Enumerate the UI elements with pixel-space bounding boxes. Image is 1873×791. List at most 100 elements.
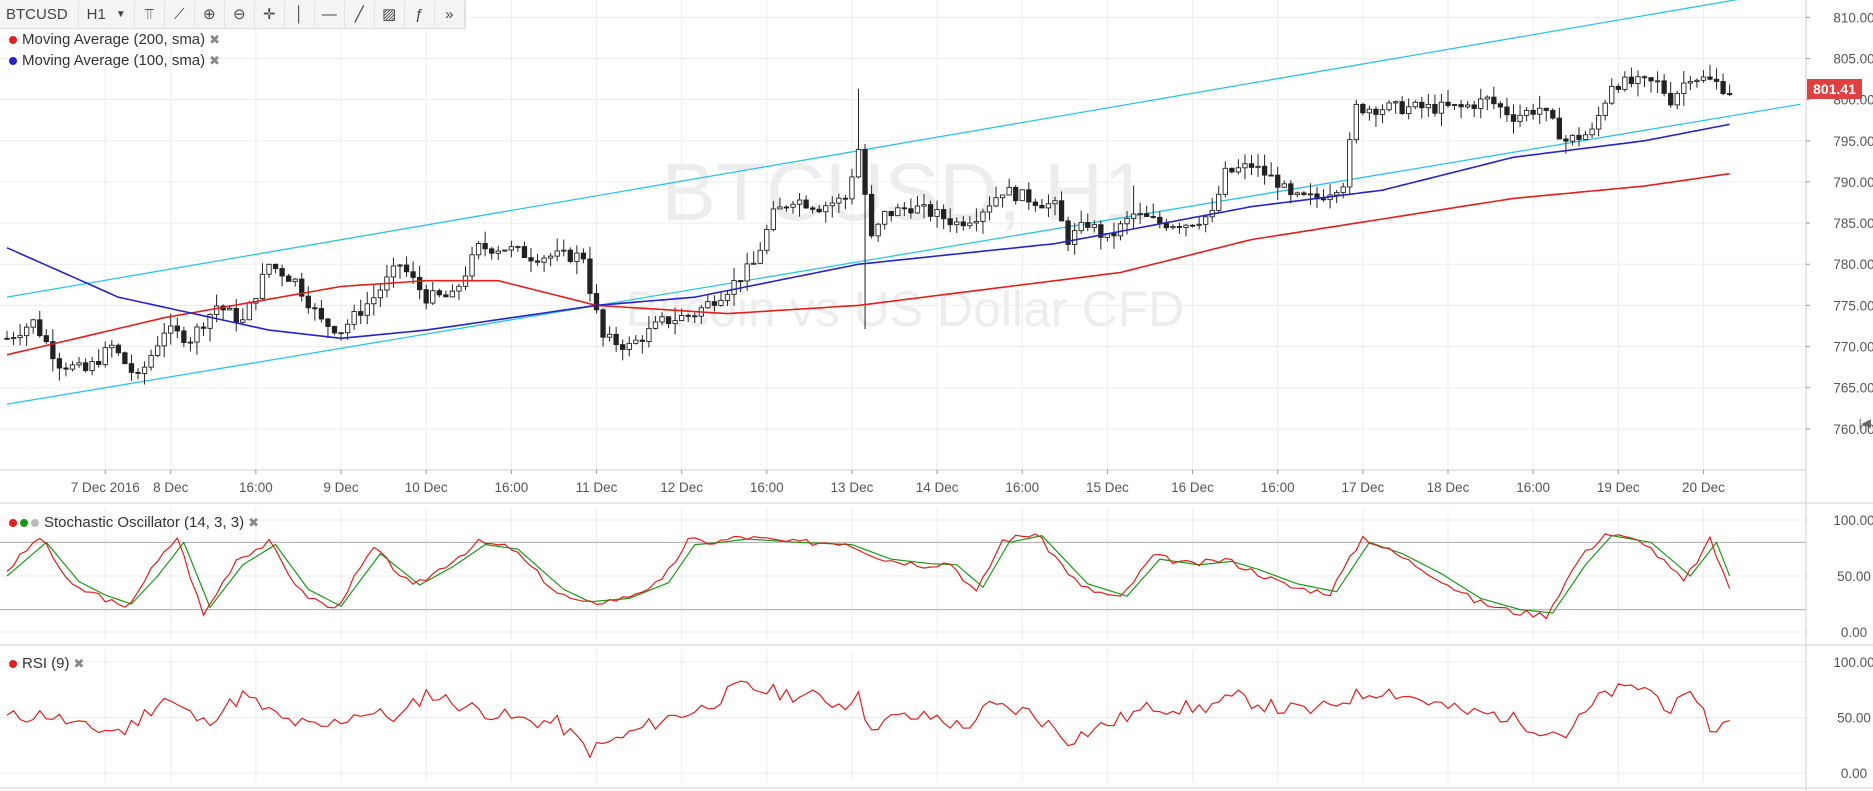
candle-body <box>96 361 102 365</box>
indicators-button[interactable]: ⟋ <box>165 1 195 27</box>
forward-icon: » <box>445 5 454 23</box>
candle-body <box>181 330 187 343</box>
candle-body <box>154 345 161 356</box>
zoom-in-button[interactable]: ⊕ <box>195 1 225 27</box>
candle-body <box>1157 216 1163 224</box>
ma200-line <box>6 172 1730 356</box>
horizontal-line-button[interactable]: — <box>315 1 345 27</box>
vertical-line-icon: │ <box>294 5 304 23</box>
candle-body <box>731 280 737 295</box>
candle-body <box>456 285 462 292</box>
candle-body <box>102 347 108 365</box>
candle-body <box>233 307 239 323</box>
candle-body <box>927 204 934 217</box>
crosshair-button[interactable]: ✛ <box>255 1 285 27</box>
candle-body <box>312 307 318 310</box>
candle-body <box>1537 107 1543 115</box>
bar-style-button[interactable]: ⫪ <box>135 1 165 27</box>
candle-body <box>1471 104 1477 109</box>
legend-rsi[interactable]: RSI (9) ✖ <box>9 655 84 672</box>
candle-body <box>606 333 613 338</box>
candle-body <box>960 221 966 227</box>
legend-ma100[interactable]: Moving Average (100, sma) ✖ <box>9 52 220 69</box>
time-tick-label: 13 Dec <box>831 480 874 495</box>
stoch-k-line <box>6 533 1731 620</box>
candle-body <box>882 211 888 225</box>
candle-body <box>1550 109 1556 119</box>
interval-button[interactable]: H1 ▼ <box>79 1 135 27</box>
forward-button[interactable]: » <box>435 1 465 27</box>
trend-line-button[interactable]: ╱ <box>345 1 375 27</box>
candle-body <box>436 290 442 296</box>
legend-stochastic[interactable]: Stochastic Oscillator (14, 3, 3) ✖ <box>9 514 259 531</box>
candle-body <box>1641 76 1648 79</box>
close-icon[interactable]: ✖ <box>209 53 221 68</box>
candle-body <box>849 176 855 200</box>
close-icon[interactable]: ✖ <box>73 656 85 671</box>
zoom-out-button[interactable]: ⊖ <box>225 1 255 27</box>
price-tick-label: 810.00 <box>1833 10 1873 25</box>
time-tick-label: 7 Dec 2016 <box>71 480 140 495</box>
candle-body <box>397 264 403 267</box>
candle-body <box>1720 81 1726 94</box>
candle-body <box>973 220 980 224</box>
candle-body <box>862 149 868 195</box>
candle-body <box>829 202 835 207</box>
candle-body <box>1301 192 1307 195</box>
candle-body <box>1052 200 1058 205</box>
interval-label: H1 <box>86 5 106 23</box>
candle-body <box>37 319 43 337</box>
horizontal-line-icon: — <box>321 5 337 23</box>
candle-body <box>1569 134 1576 142</box>
candle-body <box>1333 192 1340 196</box>
rsi-label: RSI (9) <box>22 655 70 672</box>
rsi-tick-label: 100.00 <box>1833 655 1873 670</box>
close-icon[interactable]: ✖ <box>248 515 259 530</box>
function-button[interactable]: ƒ <box>405 1 435 27</box>
candle-body <box>318 307 325 320</box>
collapse-panel-icon[interactable]: |◀ <box>1858 416 1871 430</box>
candle-body <box>213 305 220 315</box>
time-tick-label: 18 Dec <box>1427 480 1470 495</box>
candle-body <box>1196 223 1202 226</box>
time-tick-label: 20 Dec <box>1682 480 1725 495</box>
symbol-button[interactable]: BTCUSD <box>0 1 79 27</box>
candle-body <box>1013 186 1019 202</box>
legend-ma200[interactable]: Moving Average (200, sma) ✖ <box>9 31 220 48</box>
candle-body <box>1530 109 1536 115</box>
candle-body <box>1353 103 1359 141</box>
candle-body <box>4 337 10 340</box>
fib-button[interactable]: ▨ <box>375 1 405 27</box>
candle-body <box>1563 138 1569 142</box>
candle-body <box>1216 193 1222 211</box>
candle-body <box>187 341 194 344</box>
candle-body <box>1458 104 1464 108</box>
candle-body <box>508 246 514 251</box>
price-tick-label: 765.00 <box>1833 381 1873 396</box>
time-tick-label: 15 Dec <box>1086 480 1129 495</box>
candle-body <box>1674 92 1680 106</box>
candle-body <box>1117 223 1124 237</box>
stoch-tick-label: 0.00 <box>1841 625 1867 640</box>
candle-body <box>1543 107 1549 111</box>
chevron-down-icon: ▼ <box>115 8 126 20</box>
candle-body <box>1242 163 1248 169</box>
candle-body <box>174 325 180 332</box>
candle-body <box>1589 128 1595 136</box>
rsi-dot-icon <box>9 660 17 669</box>
last-price-value: 801.41 <box>1813 81 1856 97</box>
candle-body <box>286 275 292 282</box>
candle-body <box>390 265 397 278</box>
candle-body <box>600 309 606 338</box>
price-tick-label: 805.00 <box>1833 51 1873 66</box>
vertical-line-button[interactable]: │ <box>285 1 315 27</box>
time-tick-label: 16:00 <box>494 480 528 495</box>
candle-body <box>292 278 298 282</box>
function-icon: ƒ <box>415 5 424 23</box>
close-icon[interactable]: ✖ <box>209 32 221 47</box>
candle-body <box>122 352 128 365</box>
time-tick-label: 8 Dec <box>153 480 189 495</box>
candle-body <box>410 271 416 278</box>
candle-body <box>489 248 495 254</box>
